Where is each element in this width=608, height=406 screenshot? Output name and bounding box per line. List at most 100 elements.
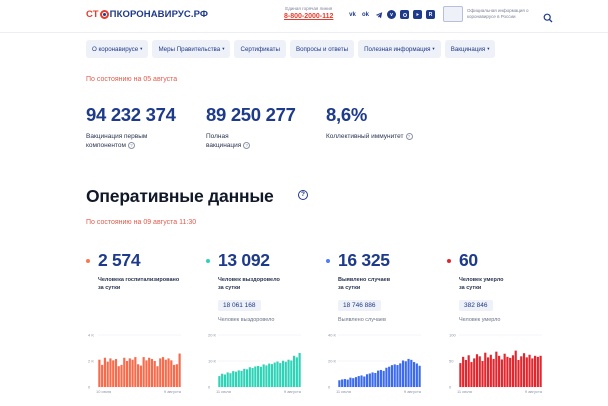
nav-item-certificates[interactable]: Сертификаты (234, 40, 286, 58)
chart-bar (484, 352, 487, 387)
hotline: Единая горячая линия 8-800-2000-112 (284, 6, 333, 21)
nav-item-useful-info[interactable]: Полезная информация ▾ (358, 40, 441, 58)
chart-bar (234, 371, 238, 387)
chart-bar (385, 367, 388, 387)
chart-bar (498, 355, 501, 387)
chart-bar (514, 350, 517, 387)
y-tick-label: 0 (88, 384, 91, 389)
chart-bar (503, 353, 506, 387)
stat-label-line: компонентом (86, 142, 126, 149)
chart-bar (101, 364, 104, 387)
chart-bar (103, 357, 106, 387)
chart-bar (464, 359, 467, 387)
x-tick-label: 11 июля (336, 389, 351, 394)
card-value: 2 574 (98, 250, 141, 270)
telegram-icon[interactable] (374, 10, 383, 19)
card-desc-line: Человек умерло (459, 277, 504, 283)
nav-item-label: Сертификаты (240, 45, 280, 53)
stat-value: 89 250 277 (206, 104, 296, 125)
chart-bar (379, 369, 382, 387)
instagram-icon[interactable] (400, 10, 409, 19)
chart-bar (281, 360, 285, 387)
chart-bar (290, 360, 293, 387)
card-desc-line: за сутки (98, 285, 121, 291)
chart-bar (117, 366, 120, 387)
search-icon[interactable] (543, 10, 553, 23)
chart-bar (251, 368, 254, 387)
chart-bar (173, 364, 176, 387)
chevron-down-icon: ▾ (222, 46, 225, 51)
chart-bar (352, 378, 355, 387)
y-tick-label: 20 K (328, 358, 337, 363)
chart-bar (123, 357, 126, 387)
card-desc: Человек выздоровело за сутки (218, 276, 318, 292)
card-value: 16 325 (338, 250, 390, 270)
youtube-icon[interactable] (413, 10, 422, 19)
nav-item-label: Полезная информация (364, 45, 431, 53)
chart-bar (374, 372, 377, 387)
chart-bar (486, 357, 490, 387)
chart-bar (492, 358, 495, 387)
chart-bar (148, 357, 151, 387)
site-logo[interactable]: СТ ПКОРОНАВИРУС.РФ (86, 9, 208, 20)
series-dot-icon (447, 258, 451, 263)
chart-bar (268, 363, 271, 387)
chart-bar (161, 357, 165, 387)
chart-bar (142, 357, 145, 387)
operational-as-of: По состоянию на 09 августа 11:30 (86, 219, 197, 226)
chart-bar (218, 376, 221, 387)
chart-bar (175, 364, 178, 387)
card-desc-line: Выявлено случаев (338, 277, 391, 283)
viber-icon[interactable]: v (387, 10, 396, 19)
nav-item-measures[interactable]: Меры Правительства ▾ (152, 40, 231, 58)
ok-icon[interactable]: ok (361, 11, 369, 18)
chart-bar (338, 380, 341, 387)
nav-item-vaccination[interactable]: Вакцинация ▾ (444, 40, 496, 58)
nav-item-label: Вакцинация (450, 45, 486, 53)
chart-bar (531, 358, 534, 387)
chart-bar (223, 374, 226, 387)
stat-value: 8,6% (326, 104, 367, 125)
rutube-icon[interactable]: R (426, 10, 435, 19)
chart-bar (415, 363, 418, 387)
chart-bar (237, 370, 240, 387)
logo-text-part2: ПКОРОНАВИРУС.РФ (109, 9, 209, 20)
chart-bar (248, 367, 251, 387)
nav-item-about[interactable]: О коронавирусе ▾ (86, 40, 149, 58)
help-icon[interactable]: ? (298, 190, 308, 200)
card-desc-line: за сутки (459, 285, 482, 291)
stat-label-line: Вакцинация первым (86, 133, 148, 140)
y-tick-label: 20 K (208, 332, 217, 337)
card-total: 18 061 168 (218, 300, 261, 311)
chart-bar (404, 361, 407, 387)
chart-bar (232, 371, 235, 387)
card-desc: Человека госпитализировано за сутки (98, 276, 198, 292)
chart-bar (279, 363, 282, 387)
logo-text-part1: СТ (86, 9, 99, 20)
chart-bar (517, 359, 520, 387)
chart-bar (229, 373, 232, 387)
chart-bar (368, 373, 371, 387)
chart-bar (257, 365, 260, 387)
hotline-label: Единая горячая линия (285, 6, 333, 11)
chart-bar (131, 359, 134, 387)
chevron-down-icon: ▾ (432, 46, 435, 51)
chart-svg: 40 K 20 K 0 11 июля 9 августа (328, 332, 422, 394)
nav-item-label: Вопросы и ответы (295, 45, 349, 53)
hotline-number[interactable]: 8-800-2000-112 (284, 13, 334, 20)
chart-bar (522, 353, 526, 387)
help-icon[interactable]: ? (405, 132, 413, 140)
chart-cases: 40 K 20 K 0 11 июля 9 августа (328, 331, 423, 399)
chart-bar (284, 361, 287, 387)
nav-item-faq[interactable]: Вопросы и ответы (289, 40, 355, 58)
card-desc-line: за сутки (218, 285, 241, 291)
vk-icon[interactable]: vk (349, 11, 356, 18)
gov-badge[interactable]: Официальная информация о коронавирусе в … (443, 6, 549, 22)
card-cases: 16 325 Выявлено случаев за сутки 18 746 8… (326, 250, 438, 323)
x-tick-label: 10 июля (96, 389, 111, 394)
help-icon[interactable]: ? (243, 141, 251, 149)
chart-bar (346, 379, 349, 387)
card-total: 18 746 886 (338, 300, 381, 311)
x-tick-label: 9 августа (404, 389, 422, 394)
help-icon[interactable]: ? (127, 141, 135, 149)
